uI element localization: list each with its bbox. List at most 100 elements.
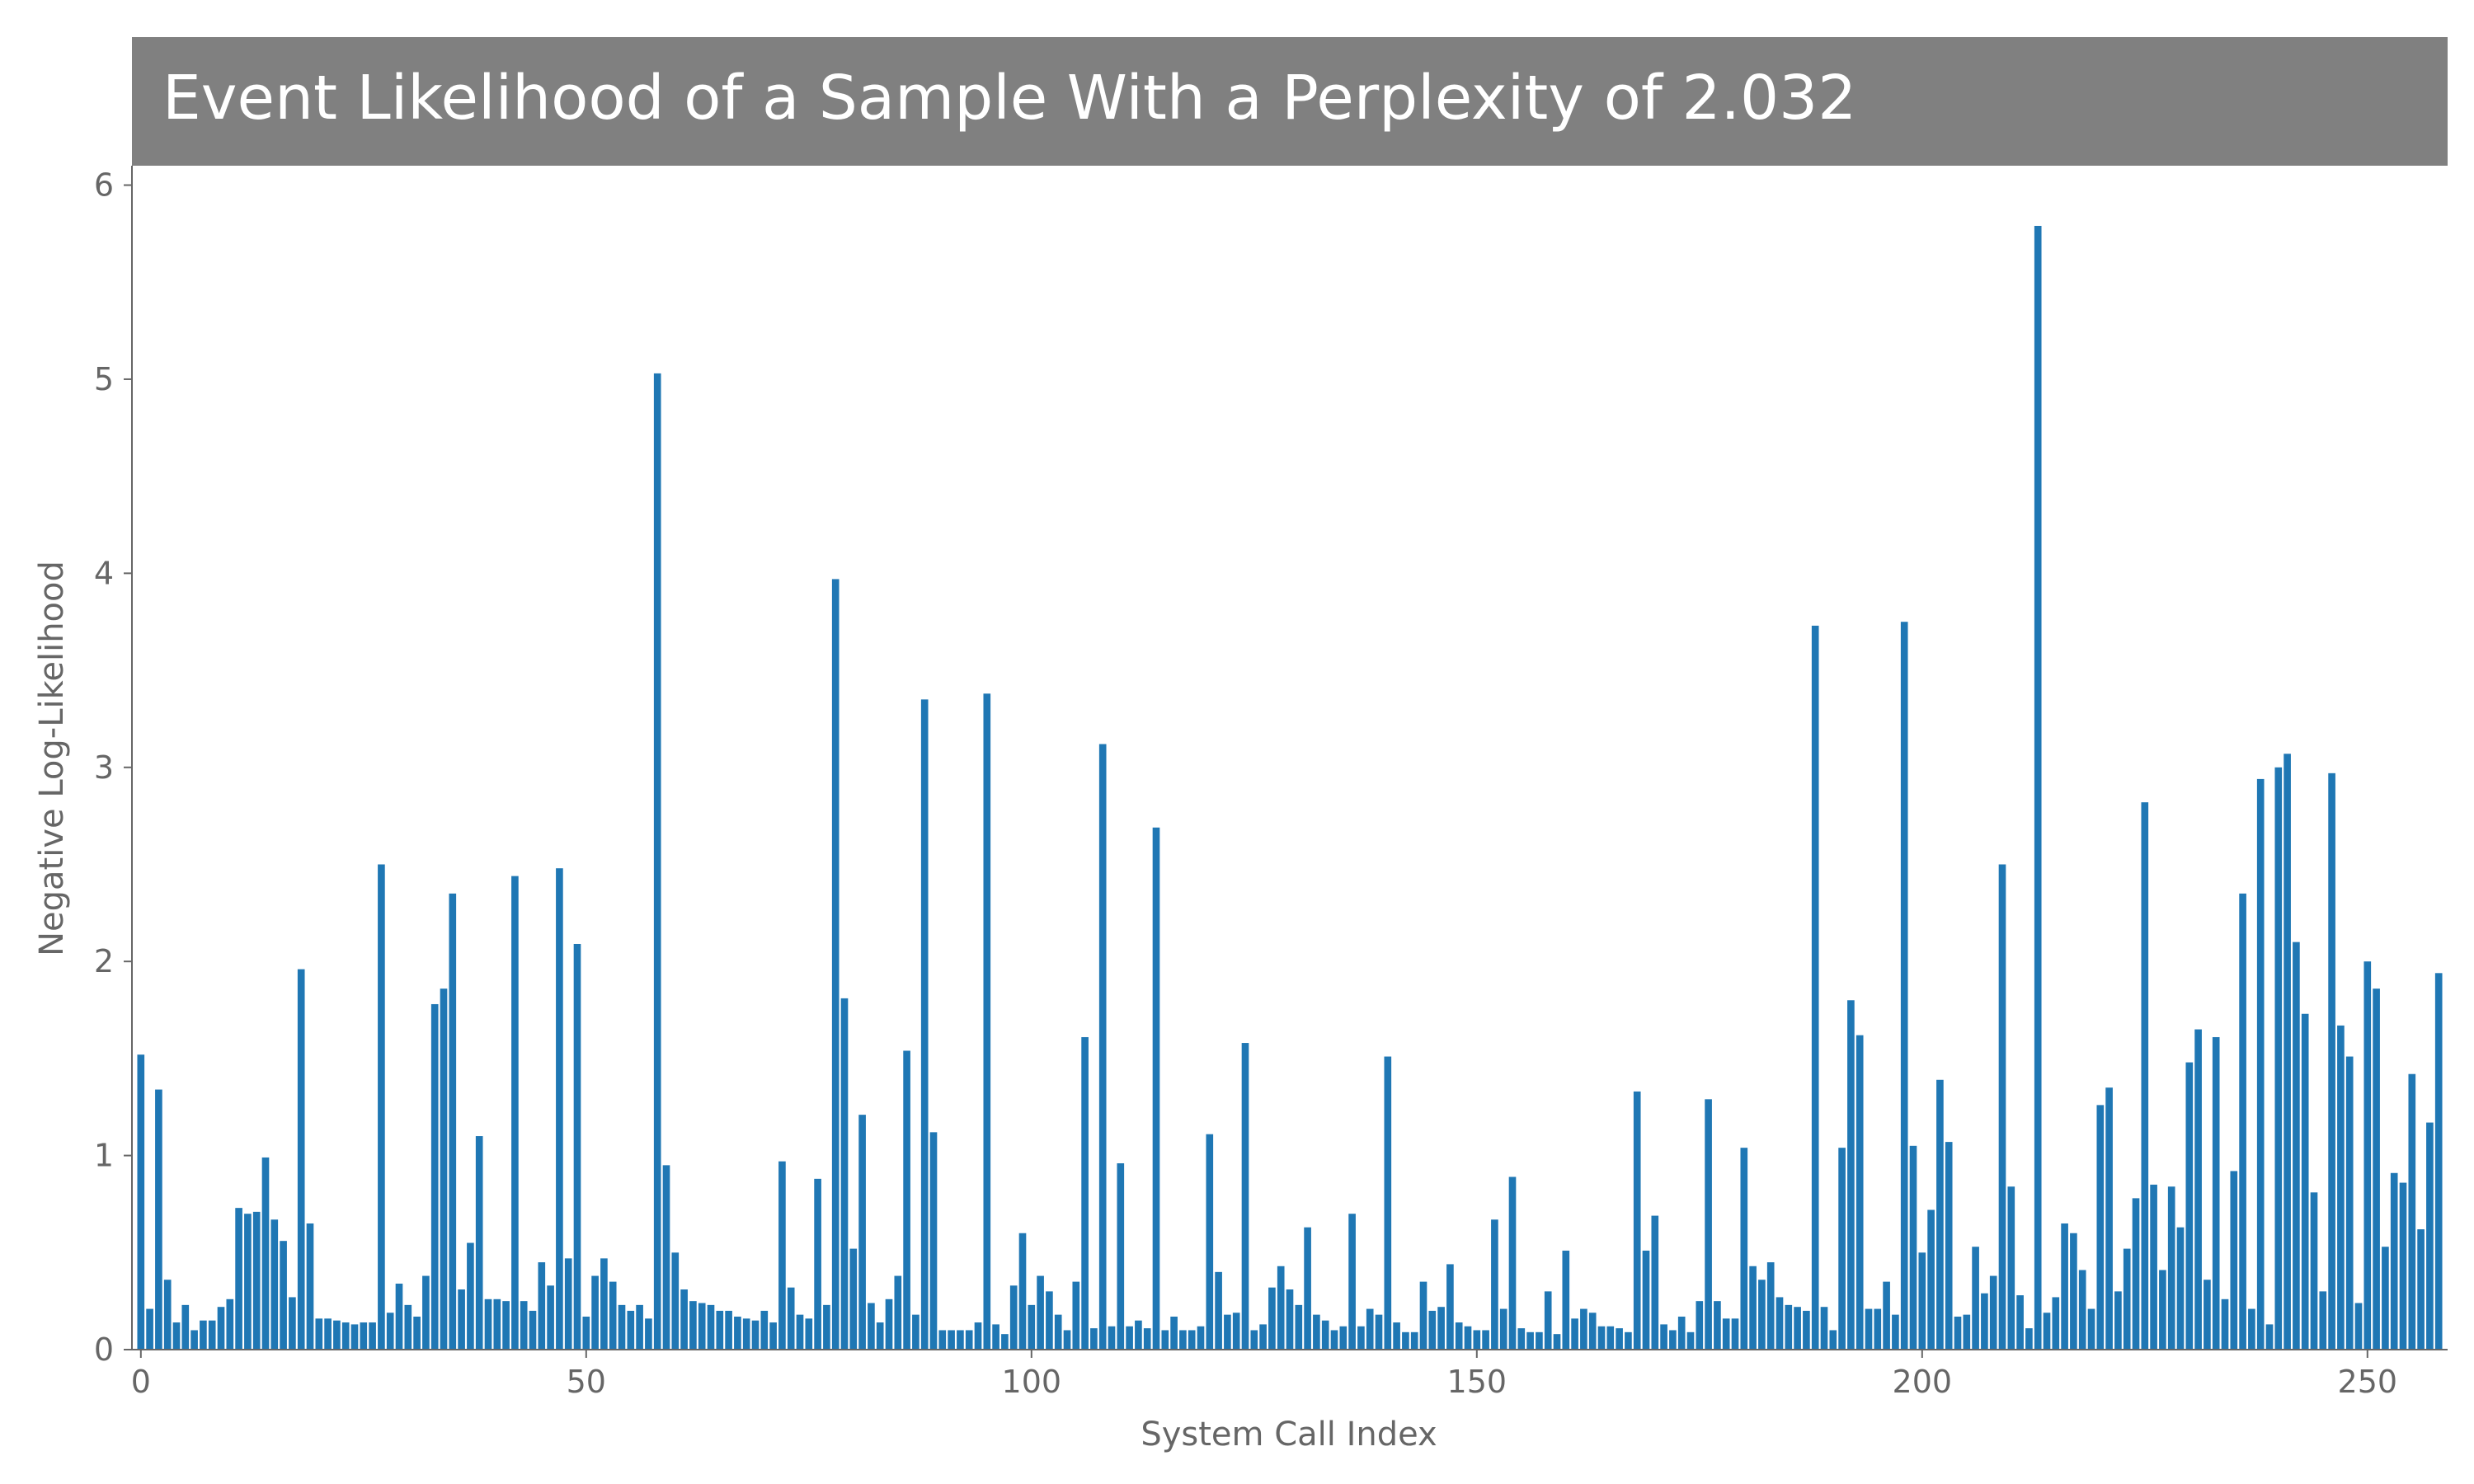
x-tick-label-100: 100 xyxy=(1002,1364,1062,1400)
bar-179 xyxy=(1731,1318,1739,1350)
bar-47 xyxy=(556,868,563,1350)
bar-245 xyxy=(2319,1291,2327,1350)
bar-46 xyxy=(547,1285,554,1350)
bar-130 xyxy=(1295,1304,1303,1350)
bar-166 xyxy=(1616,1328,1623,1350)
bar-15 xyxy=(270,1219,279,1350)
x-tick-label-150: 150 xyxy=(1447,1364,1507,1400)
bar-187 xyxy=(1803,1310,1810,1350)
bar-59 xyxy=(662,1165,670,1350)
bar-153 xyxy=(1499,1308,1507,1350)
bar-34 xyxy=(440,989,448,1350)
bar-154 xyxy=(1508,1176,1517,1350)
bar-168 xyxy=(1633,1091,1641,1350)
bar-251 xyxy=(2373,989,2380,1350)
bar-29 xyxy=(395,1283,403,1350)
bar-42 xyxy=(511,876,519,1350)
bar-101 xyxy=(1037,1275,1044,1350)
bar-183 xyxy=(1766,1262,1775,1350)
bar-92 xyxy=(957,1330,964,1350)
bar-238 xyxy=(2256,778,2265,1350)
bar-76 xyxy=(814,1178,821,1350)
bar-27 xyxy=(378,864,385,1350)
bar-236 xyxy=(2239,893,2246,1350)
bar-133 xyxy=(1321,1320,1329,1350)
bar-214 xyxy=(2043,1313,2051,1350)
bar-49 xyxy=(573,943,581,1350)
bar-30 xyxy=(404,1304,412,1350)
bar-196 xyxy=(1883,1281,1890,1350)
x-axis-label: System Call Index xyxy=(1141,1416,1437,1453)
bar-163 xyxy=(1588,1313,1597,1350)
bar-217 xyxy=(2070,1233,2077,1350)
bar-111 xyxy=(1126,1326,1133,1350)
bar-169 xyxy=(1642,1250,1650,1350)
bar-55 xyxy=(627,1310,635,1350)
bar-232 xyxy=(2204,1280,2211,1350)
bar-212 xyxy=(2025,1328,2033,1350)
bar-191 xyxy=(1838,1148,1846,1350)
bar-142 xyxy=(1402,1331,1409,1350)
bar-98 xyxy=(1009,1285,1018,1350)
bar-6 xyxy=(190,1330,198,1350)
bar-149 xyxy=(1464,1326,1472,1350)
bar-63 xyxy=(698,1303,706,1350)
bar-26 xyxy=(369,1322,376,1350)
bar-9 xyxy=(217,1307,225,1350)
bar-7 xyxy=(200,1320,207,1350)
bar-143 xyxy=(1410,1331,1418,1350)
y-tick-label-1: 1 xyxy=(94,1138,114,1174)
bar-134 xyxy=(1330,1330,1338,1350)
bar-107 xyxy=(1090,1328,1098,1350)
title-banner xyxy=(132,37,2448,166)
bar-5 xyxy=(181,1304,190,1350)
x-axis-ticks: 0 50 100 150 200 250 xyxy=(131,1350,2397,1400)
bar-164 xyxy=(1597,1326,1606,1350)
bar-161 xyxy=(1571,1318,1578,1350)
bar-0 xyxy=(137,1054,145,1350)
bar-77 xyxy=(823,1304,830,1350)
bar-184 xyxy=(1776,1297,1784,1350)
bar-231 xyxy=(2194,1029,2202,1350)
bar-97 xyxy=(1001,1334,1009,1350)
bar-121 xyxy=(1215,1271,1222,1350)
bar-221 xyxy=(2105,1087,2113,1350)
bar-61 xyxy=(680,1289,688,1350)
bar-202 xyxy=(1936,1079,1944,1350)
bar-228 xyxy=(2167,1186,2175,1350)
bar-140 xyxy=(1384,1056,1392,1350)
bar-87 xyxy=(912,1314,920,1350)
bar-95 xyxy=(983,693,991,1350)
bar-108 xyxy=(1098,744,1107,1350)
bar-4 xyxy=(172,1322,181,1350)
bar-117 xyxy=(1179,1330,1187,1350)
bar-124 xyxy=(1241,1043,1249,1350)
bar-126 xyxy=(1259,1324,1267,1350)
bar-33 xyxy=(430,1003,439,1350)
bar-2 xyxy=(155,1089,162,1350)
bar-223 xyxy=(2123,1248,2131,1350)
bar-194 xyxy=(1865,1308,1873,1350)
bar-150 xyxy=(1473,1330,1481,1350)
bar-57 xyxy=(645,1318,652,1350)
bar-43 xyxy=(520,1301,528,1350)
bar-114 xyxy=(1152,827,1160,1350)
bar-174 xyxy=(1686,1331,1695,1350)
bar-203 xyxy=(1945,1142,1953,1350)
bar-52 xyxy=(600,1258,608,1350)
bar-190 xyxy=(1829,1330,1837,1350)
bar-211 xyxy=(2016,1295,2024,1350)
bar-41 xyxy=(502,1301,510,1350)
bar-39 xyxy=(484,1298,492,1350)
bar-32 xyxy=(422,1275,430,1350)
bar-204 xyxy=(1954,1316,1962,1350)
bar-37 xyxy=(467,1242,474,1350)
bar-240 xyxy=(2274,767,2283,1350)
y-tick-label-6: 6 xyxy=(94,167,114,204)
bar-20 xyxy=(315,1318,323,1350)
bar-86 xyxy=(903,1050,910,1350)
bar-128 xyxy=(1277,1266,1285,1350)
bar-120 xyxy=(1206,1134,1214,1350)
bar-103 xyxy=(1054,1314,1062,1350)
bar-64 xyxy=(707,1304,715,1350)
